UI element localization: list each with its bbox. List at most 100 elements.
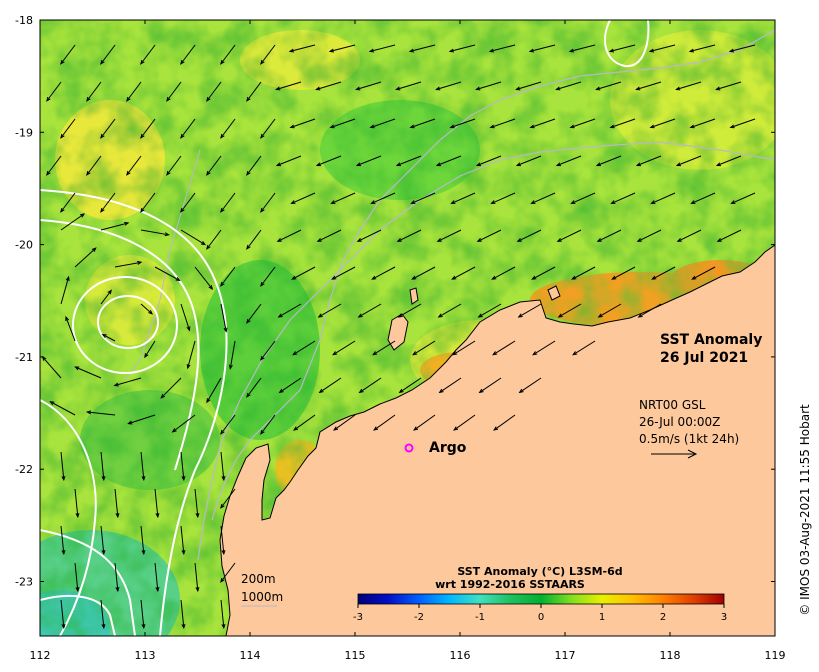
- current-vector-head: [181, 475, 186, 482]
- current-vector-head: [330, 200, 336, 204]
- current-vector: [477, 229, 502, 242]
- current-vector-head: [220, 577, 225, 583]
- current-vector: [290, 118, 316, 128]
- current-vector: [140, 118, 156, 139]
- current-vector-head: [79, 213, 86, 218]
- current-vector-head: [333, 426, 339, 431]
- current-vector-head: [436, 237, 442, 242]
- current-vector-head: [186, 326, 191, 332]
- current-vector-head: [46, 170, 51, 176]
- current-vector: [114, 488, 119, 517]
- depth-label-200m: 200m: [241, 572, 276, 586]
- current-vector: [140, 525, 145, 554]
- current-vector-head: [220, 429, 225, 435]
- current-vector: [598, 303, 622, 318]
- current-vector-head: [315, 86, 321, 91]
- current-vector: [277, 229, 302, 242]
- current-vector: [180, 451, 185, 480]
- current-vector-head: [516, 237, 522, 242]
- current-vector: [246, 303, 262, 324]
- colorbar-tick-label: -1: [475, 612, 485, 623]
- current-vector: [166, 81, 182, 102]
- current-vector: [399, 377, 422, 393]
- current-vector-head: [144, 353, 149, 359]
- current-vectors: [41, 44, 756, 630]
- current-vector: [60, 599, 65, 628]
- current-vector: [246, 155, 262, 176]
- current-vector-head: [140, 207, 145, 213]
- colorbar-tick-label: 0: [538, 612, 544, 623]
- current-vector-head: [650, 200, 656, 204]
- current-vector: [126, 155, 142, 176]
- map-title-line2: 26 Jul 2021: [660, 350, 748, 366]
- ssh-contours: [40, 20, 650, 636]
- colorbar-tick-label: 3: [721, 612, 727, 623]
- current-vector-head: [395, 162, 402, 167]
- current-vector-head: [730, 200, 736, 204]
- current-vector-head: [275, 86, 281, 91]
- current-vector-head: [180, 207, 185, 213]
- current-vector: [74, 247, 97, 268]
- current-vector-head: [127, 420, 133, 425]
- current-vector: [729, 44, 756, 52]
- current-vector-head: [160, 393, 166, 399]
- current-vector: [289, 44, 316, 52]
- current-vector-head: [60, 207, 65, 213]
- current-vector-head: [716, 237, 722, 242]
- current-vector-head: [411, 275, 417, 280]
- current-vector-head: [369, 124, 375, 129]
- current-vector-head: [410, 200, 416, 204]
- current-vector: [140, 192, 156, 213]
- current-vector-head: [453, 426, 459, 431]
- current-vector-head: [448, 48, 455, 53]
- current-vector-head: [452, 351, 458, 356]
- current-vector: [260, 118, 276, 139]
- current-vector: [609, 44, 636, 52]
- current-vector-head: [206, 398, 211, 404]
- island: [409, 287, 419, 305]
- current-vector: [60, 451, 65, 480]
- current-vector-head: [206, 96, 211, 102]
- info-line1: NRT00 GSL: [639, 398, 706, 412]
- current-vector-head: [395, 86, 401, 91]
- current-vector: [260, 414, 276, 435]
- current-vector-head: [260, 133, 265, 139]
- current-vector-head: [437, 313, 443, 318]
- current-vector: [638, 303, 662, 318]
- lon-tick-label: 119: [765, 649, 786, 662]
- current-vector-head: [246, 244, 251, 250]
- current-vector: [316, 155, 342, 166]
- current-vector-head: [101, 549, 106, 556]
- current-vector-head: [221, 549, 226, 556]
- current-vector: [42, 356, 62, 379]
- current-vector-head: [260, 429, 265, 435]
- current-vector: [220, 562, 236, 583]
- current-vector-head: [517, 313, 523, 318]
- colorbar: [357, 593, 725, 605]
- current-vector-head: [728, 48, 735, 53]
- current-vector: [100, 192, 116, 213]
- colorbar-tick-label: 2: [660, 612, 666, 623]
- current-vector: [451, 192, 476, 204]
- current-vector-head: [568, 48, 575, 53]
- current-vector: [180, 599, 185, 628]
- current-vector-head: [530, 200, 536, 204]
- current-vector-head: [597, 313, 603, 318]
- current-vector: [100, 118, 116, 139]
- current-vector: [292, 266, 316, 280]
- current-vector-head: [398, 388, 404, 394]
- current-vector-head: [126, 170, 131, 176]
- current-vector-head: [180, 59, 185, 65]
- current-vector-head: [555, 86, 561, 91]
- current-vector: [359, 377, 382, 393]
- current-vector: [46, 155, 62, 176]
- current-vector: [102, 334, 116, 342]
- current-vector: [220, 451, 225, 480]
- current-vector: [60, 213, 85, 231]
- current-vector: [717, 229, 742, 242]
- lon-tick-label: 115: [345, 649, 366, 662]
- current-vector: [317, 229, 342, 242]
- lat-tick-label: -20: [15, 239, 33, 252]
- current-vector-head: [140, 59, 145, 65]
- current-vector: [436, 81, 462, 90]
